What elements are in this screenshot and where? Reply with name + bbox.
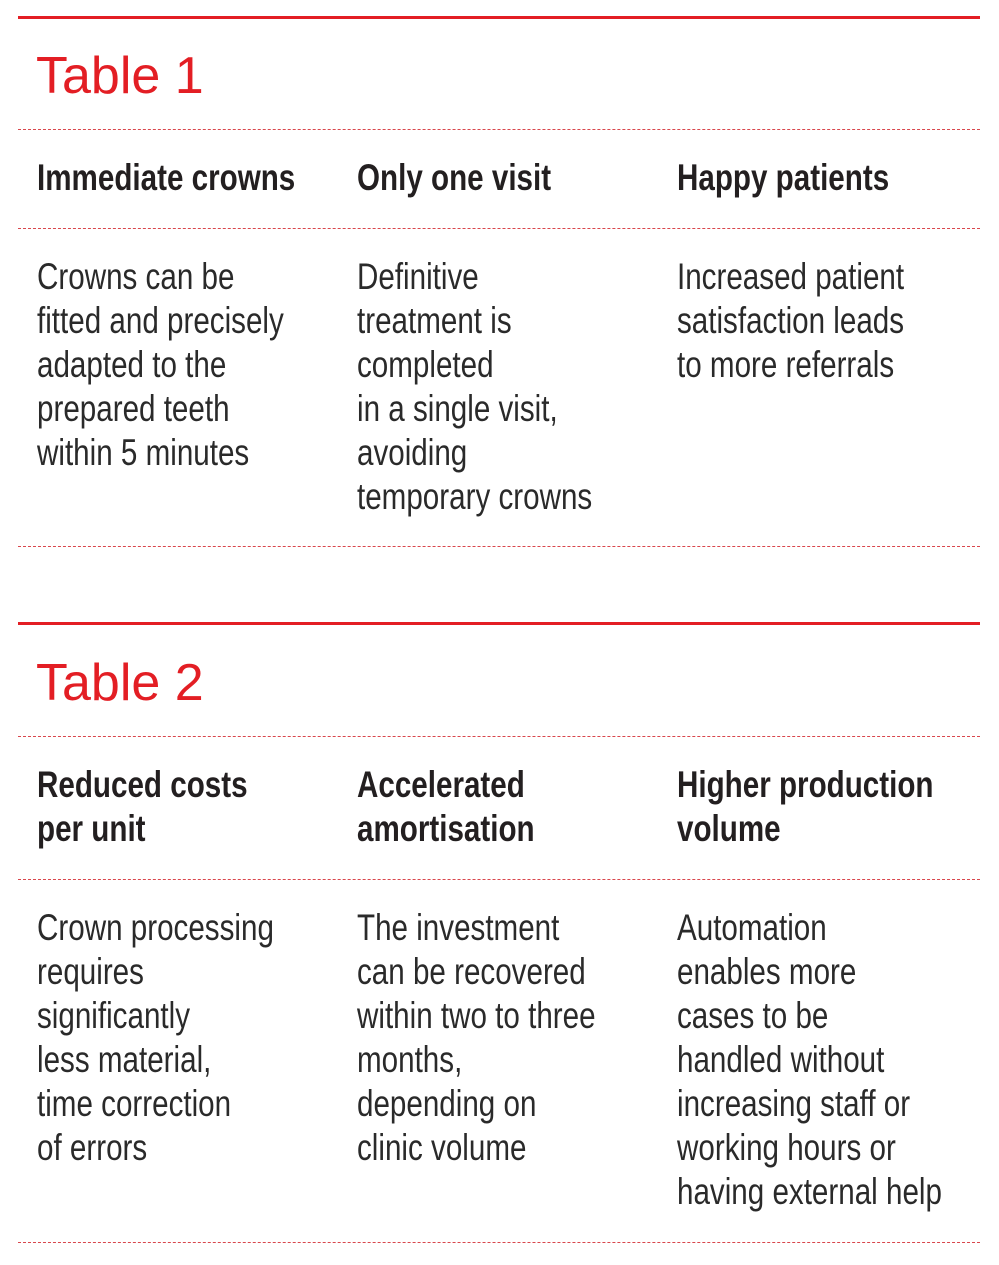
header-line: per unit (37, 808, 146, 849)
table-2-column-text: Crown processing requires significantly les… (37, 906, 274, 1170)
table-2-top-rule (18, 622, 980, 625)
divider (18, 1242, 980, 1243)
header-line: Happy patients (677, 157, 890, 198)
table-1-column-text: Crowns can be fitted and precisely adapted… (37, 255, 284, 475)
text-line: temporary crowns (357, 476, 593, 517)
text-line: satisfaction leads (677, 300, 905, 341)
text-line: cases to be (677, 995, 829, 1036)
text-line: prepared teeth (37, 388, 230, 429)
text-line: treatment is (357, 300, 512, 341)
text-line: fitted and precisely (37, 300, 284, 341)
text-line: enables more (677, 951, 857, 992)
table-1-column-header: Only one visit (357, 156, 551, 200)
text-line: avoiding (357, 432, 468, 473)
text-line: adapted to the (37, 344, 227, 385)
text-line: working hours or (677, 1127, 896, 1168)
text-line: time correction (37, 1083, 232, 1124)
text-line: months, (357, 1039, 463, 1080)
header-line: Accelerated (357, 764, 525, 805)
table-1-top-rule (18, 16, 980, 19)
table-1-column-header: Happy patients (677, 156, 889, 200)
divider (18, 129, 980, 130)
header-line: Higher production (677, 764, 934, 805)
table-2-column-header: Accelerated amortisation (357, 763, 535, 851)
divider (18, 228, 980, 229)
table-1-column-text: Definitive treatment is completed in a sing… (357, 255, 592, 519)
divider (18, 879, 980, 880)
text-line: completed (357, 344, 494, 385)
text-line: increasing staff or (677, 1083, 911, 1124)
header-line: Only one visit (357, 157, 552, 198)
text-line: significantly (37, 995, 191, 1036)
text-line: to more referrals (677, 344, 895, 385)
header-line: volume (677, 808, 781, 849)
text-line: The investment (357, 907, 560, 948)
text-line: Definitive (357, 256, 479, 297)
header-line: Reduced costs (37, 764, 248, 805)
text-line: in a single visit, (357, 388, 558, 429)
table-2-column-text: Automation enables more cases to be handled… (677, 906, 942, 1214)
table-1-column-text: Increased patient satisfaction leads to mo… (677, 255, 904, 387)
table-1-title: Table 1 (36, 47, 204, 105)
table-2-title: Table 2 (36, 654, 204, 712)
table-2-column-header: Higher production volume (677, 763, 934, 851)
divider (18, 736, 980, 737)
text-line: handled without (677, 1039, 885, 1080)
header-line: amortisation (357, 808, 535, 849)
divider (18, 546, 980, 547)
text-line: can be recovered (357, 951, 586, 992)
text-line: Increased patient (677, 256, 905, 297)
text-line: Crown processing (37, 907, 274, 948)
text-line: Automation (677, 907, 827, 948)
header-line: Immediate crowns (37, 157, 296, 198)
text-line: within two to three (357, 995, 596, 1036)
text-line: within 5 minutes (37, 432, 250, 473)
text-line: clinic volume (357, 1127, 527, 1168)
table-1-column-header: Immediate crowns (37, 156, 295, 200)
text-line: of errors (37, 1127, 148, 1168)
table-2-column-header: Reduced costs per unit (37, 763, 248, 851)
text-line: requires (37, 951, 144, 992)
text-line: depending on (357, 1083, 537, 1124)
text-line: Crowns can be (37, 256, 235, 297)
text-line: less material, (37, 1039, 212, 1080)
table-2-column-text: The investment can be recovered within two… (357, 906, 596, 1170)
text-line: having external help (677, 1171, 942, 1212)
